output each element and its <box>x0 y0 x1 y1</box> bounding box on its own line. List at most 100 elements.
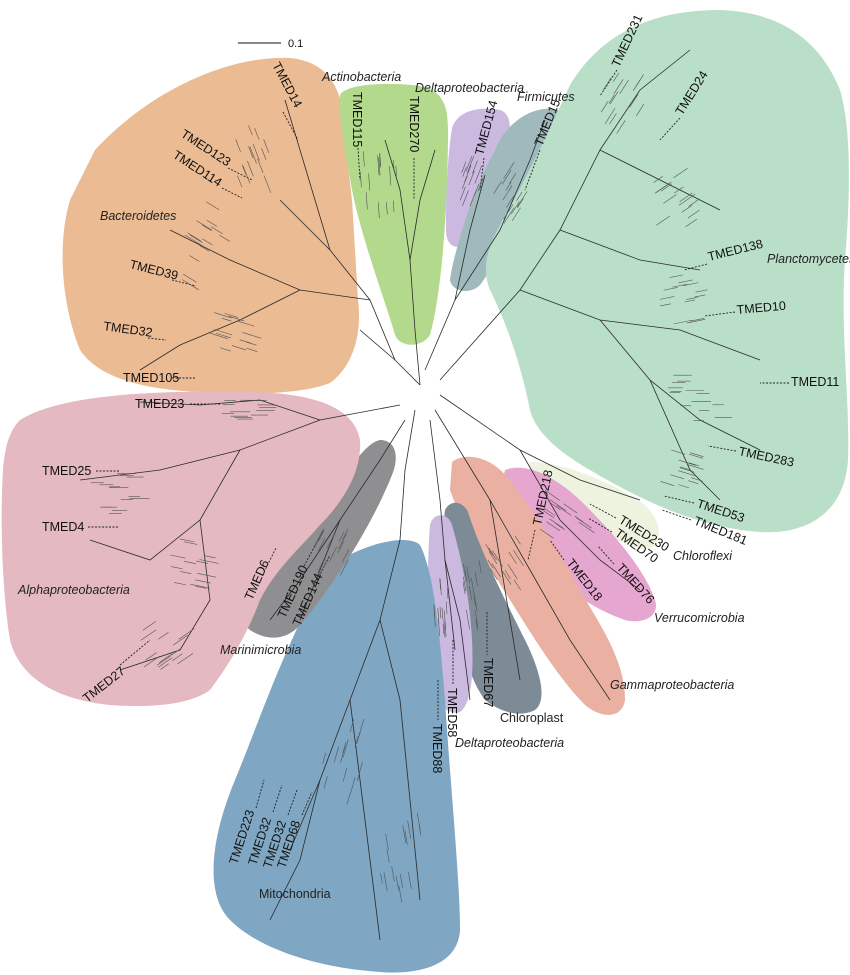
leaf-tick <box>516 191 523 201</box>
leaf-tick <box>488 547 497 561</box>
leaf-tick <box>199 559 219 564</box>
leaf-tick <box>616 120 626 134</box>
clade-label-planctomycetes: Planctomycetes <box>767 252 850 266</box>
leaf-tick <box>182 273 197 283</box>
leaf-tick <box>172 634 188 646</box>
tmed-label: TMED105 <box>123 371 179 385</box>
leaf-tick <box>439 606 442 619</box>
clade-label-mitochondria: Mitochondria <box>259 887 331 901</box>
leaf-tick <box>686 297 698 300</box>
clade-label-bacteroidetes: Bacteroidetes <box>100 209 176 223</box>
leaf-tick <box>385 833 389 850</box>
leaf-tick <box>659 296 675 300</box>
leaf-tick <box>673 319 692 325</box>
leaf-tick <box>474 165 483 184</box>
leaf-tick <box>349 718 355 733</box>
leaf-tick <box>241 164 247 176</box>
leaf-tick <box>694 294 706 298</box>
leaf-tick <box>323 776 328 789</box>
tmed-label: TMED25 <box>42 464 91 478</box>
leaf-tick <box>418 824 422 836</box>
leaf-tick <box>189 234 203 244</box>
leaf-tick <box>461 175 468 190</box>
leaf-tick <box>214 329 233 336</box>
leaf-tick <box>555 523 566 531</box>
leaf-tick <box>443 620 446 638</box>
leaf-tick <box>183 560 197 565</box>
leaf-tick <box>183 541 198 545</box>
leaf-tick <box>206 201 220 210</box>
leaf-tick <box>242 165 251 184</box>
leaf-tick <box>219 234 231 242</box>
leaf-tick <box>466 566 470 583</box>
leaf-tick <box>684 299 695 303</box>
scale-bar: 0.1 <box>238 38 303 50</box>
leaf-tick <box>201 224 212 232</box>
leaf-tick <box>473 595 476 607</box>
leaf-tick <box>473 593 478 612</box>
leaf-tick <box>407 820 412 840</box>
leaf-tick <box>433 606 436 627</box>
leaf-tick <box>688 198 700 207</box>
leaf-tick <box>687 209 700 219</box>
leaf-tick <box>612 72 620 82</box>
leaf-tick <box>687 480 699 485</box>
leaf-tick <box>563 503 578 514</box>
leaf-tick <box>340 559 349 576</box>
leaf-tick <box>548 501 561 511</box>
leaf-tick <box>246 341 257 346</box>
leaf-tick <box>172 653 183 661</box>
leaf-tick <box>493 180 502 194</box>
leaf-tick <box>173 582 187 586</box>
leaf-tick <box>340 745 346 764</box>
leaf-tick <box>660 481 675 486</box>
clade-label-deltaproteobacteria-bottom: Deltaproteobacteria <box>455 736 564 750</box>
leaf-tick <box>202 238 213 246</box>
leaf-tick <box>504 570 511 579</box>
leaf-tick <box>679 466 692 471</box>
leaf-tick <box>492 550 504 567</box>
leaf-tick <box>442 623 445 634</box>
leaf-tick <box>263 139 270 154</box>
leaf-tick <box>337 540 345 553</box>
leaf-tick <box>377 202 380 219</box>
leaf-tick <box>508 551 517 564</box>
leaf-tick <box>506 195 515 208</box>
leaf-tick <box>399 873 403 888</box>
leaf-tick <box>513 550 524 567</box>
leaf-tick <box>380 873 383 884</box>
leaf-tick <box>463 564 466 576</box>
leaf-tick <box>214 312 232 319</box>
leaf-tick <box>196 560 208 564</box>
leaf-tick <box>469 586 473 601</box>
leaf-tick <box>206 220 218 227</box>
leaf-tick <box>314 528 325 547</box>
leaf-tick <box>695 289 708 293</box>
leaf-tick <box>663 287 678 291</box>
leaf-tick <box>438 618 440 636</box>
leaf-tick <box>653 175 663 183</box>
leaf-tick <box>235 139 241 153</box>
leaf-tick <box>678 470 697 477</box>
leaf-tick <box>350 777 356 794</box>
leaf-tick <box>678 484 690 489</box>
leaf-tick <box>619 79 629 94</box>
leaf-tick <box>322 752 327 764</box>
leaf-tick <box>180 571 192 574</box>
leaf-tick <box>328 546 338 562</box>
leaf-tick <box>600 101 609 113</box>
leaf-tick <box>444 610 446 630</box>
leaf-tick <box>368 173 371 191</box>
leaf-tick <box>463 576 467 592</box>
leaf-tick <box>690 452 704 458</box>
clade-mitochondria-region <box>213 540 460 973</box>
leaf-tick <box>195 586 207 589</box>
leaf-tick <box>195 579 211 584</box>
leaf-tick <box>190 583 210 589</box>
leaf-tick <box>231 345 247 351</box>
leaf-tick <box>468 170 475 186</box>
leaf-tick <box>402 824 407 843</box>
tmed-label: TMED23 <box>135 397 184 411</box>
leaf-tick <box>392 160 395 171</box>
